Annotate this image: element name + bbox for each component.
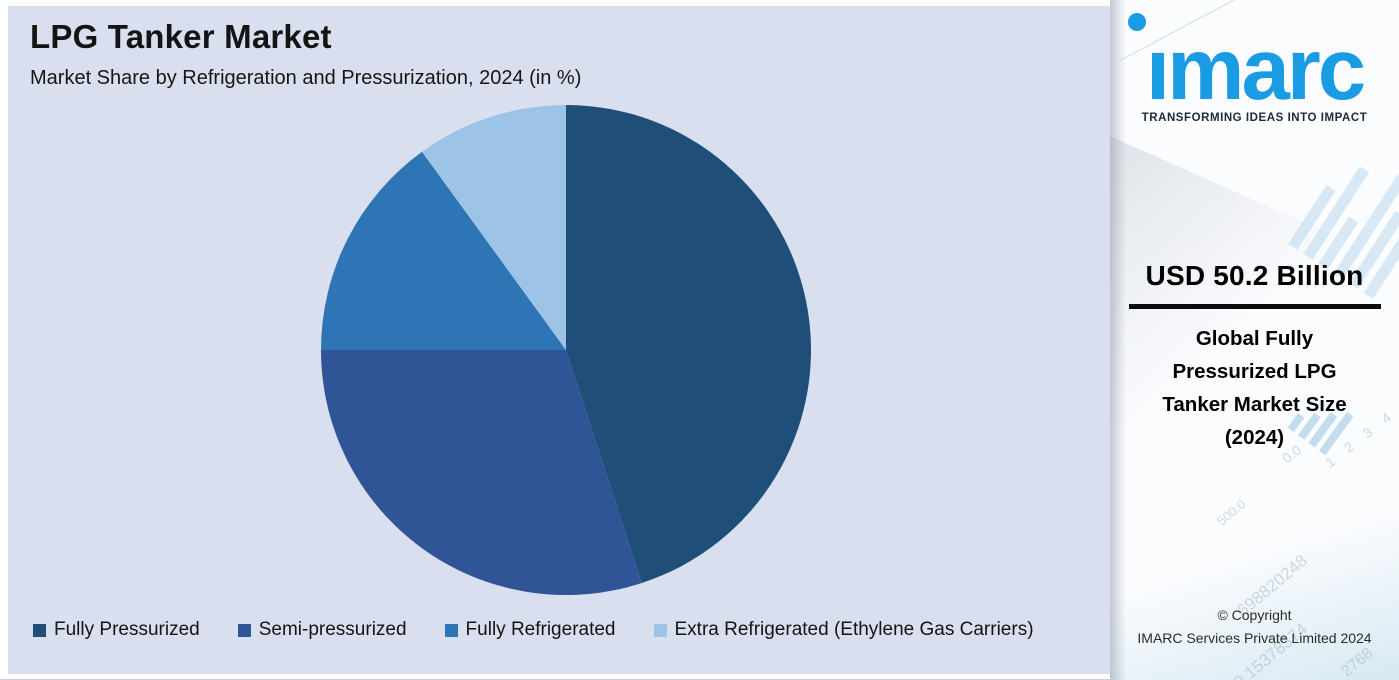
- legend-swatch-icon: [653, 623, 667, 637]
- legend-item: Extra Refrigerated (Ethylene Gas Carrier…: [653, 619, 1034, 641]
- legend-swatch-icon: [33, 623, 46, 637]
- pie-chart: [321, 105, 811, 595]
- market-size-label-line: Global Fully: [1195, 327, 1314, 350]
- pie-slice-fully-pressurized: [566, 105, 811, 584]
- market-size-label-line: Tanker Market Size: [1162, 393, 1347, 416]
- legend-label: Fully Refrigerated: [465, 619, 616, 640]
- copyright-line1: © Copyright: [1217, 607, 1292, 623]
- pie-slice-fully-refrigerated: [321, 151, 566, 350]
- page-title: LPG Tanker Market: [30, 18, 332, 55]
- legend-swatch-icon: [237, 623, 251, 637]
- chart-panel: LPG Tanker Market Market Share by Refrig…: [8, 6, 1110, 674]
- copyright-notice: © Copyright IMARC Services Private Limit…: [1110, 604, 1399, 650]
- legend-item: Fully Refrigerated: [444, 619, 616, 641]
- pie-chart-svg: [321, 105, 811, 595]
- bottom-margin-strip: [0, 674, 1110, 680]
- legend-label: Semi-pressurized: [258, 619, 407, 640]
- pie-slice-extra-refrigerated-ethylene-gas-carriers: [421, 105, 566, 350]
- stat-divider: [1128, 304, 1381, 309]
- imarc-logo: ımarc TRANSFORMING IDEAS INTO IMPACT: [1110, 0, 1399, 140]
- imarc-tagline: TRANSFORMING IDEAS INTO IMPACT: [1141, 112, 1368, 124]
- imarc-logo-wordmark: ımarc: [1145, 21, 1366, 118]
- legend-swatch-icon: [444, 623, 458, 637]
- copyright-line2: IMARC Services Private Limited 2024: [1137, 630, 1372, 646]
- imarc-logo-dot-icon: [1128, 13, 1146, 31]
- brand-sidebar: 0.0 1 2 3 4 698820248 0.15378374 2768 50…: [1110, 0, 1399, 680]
- chart-subtitle: Market Share by Refrigeration and Pressu…: [30, 67, 582, 89]
- pie-slice-semi-pressurized: [321, 350, 642, 595]
- market-size-label: Global Fully Pressurized LPG Tanker Mark…: [1110, 322, 1399, 454]
- legend-item: Fully Pressurized: [33, 619, 200, 641]
- legend-item: Semi-pressurized: [237, 619, 407, 641]
- legend-label: Fully Pressurized: [54, 619, 200, 640]
- market-size-label-line: Pressurized LPG: [1172, 360, 1337, 383]
- legend: Fully Pressurized Semi-pressurized Fully R…: [33, 619, 1103, 641]
- legend-label: Extra Refrigerated (Ethylene Gas Carrier…: [674, 619, 1034, 640]
- market-size-value: USD 50.2 Billion: [1145, 260, 1364, 291]
- market-size-label-line: (2024): [1224, 426, 1285, 449]
